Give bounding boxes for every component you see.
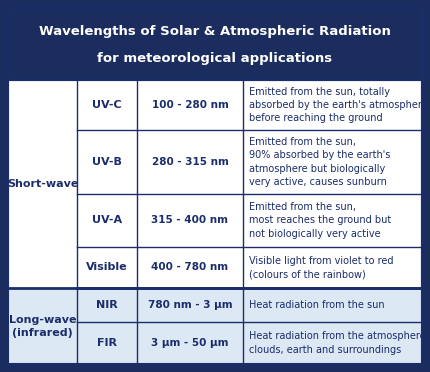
Text: Visible light from violet to red
(colours of the rainbow): Visible light from violet to red (colour… bbox=[249, 256, 393, 279]
Text: Visible: Visible bbox=[86, 263, 128, 272]
Text: Emitted from the sun,
most reaches the ground but
not biologically very active: Emitted from the sun, most reaches the g… bbox=[249, 202, 391, 238]
Text: for meteorological applications: for meteorological applications bbox=[98, 52, 332, 65]
Text: 100 - 280 nm: 100 - 280 nm bbox=[151, 100, 228, 110]
Text: Wavelengths of Solar & Atmospheric Radiation: Wavelengths of Solar & Atmospheric Radia… bbox=[39, 25, 391, 38]
Text: Emitted from the sun, totally
absorbed by the earth's atmosphere
before reaching: Emitted from the sun, totally absorbed b… bbox=[249, 87, 427, 123]
Text: Heat radiation from the sun: Heat radiation from the sun bbox=[249, 300, 384, 310]
Text: Heat radiation from the atmosphere,
clouds, earth and surroundings: Heat radiation from the atmosphere, clou… bbox=[249, 331, 429, 355]
Text: 3 μm - 50 μm: 3 μm - 50 μm bbox=[151, 338, 229, 348]
Text: 780 nm - 3 μm: 780 nm - 3 μm bbox=[147, 300, 232, 310]
Text: Long-wave
(infrared): Long-wave (infrared) bbox=[9, 315, 77, 338]
Bar bbox=[8, 80, 422, 364]
Text: 400 - 780 nm: 400 - 780 nm bbox=[151, 263, 228, 272]
Text: Short-wave: Short-wave bbox=[7, 179, 78, 189]
Text: UV-B: UV-B bbox=[92, 157, 122, 167]
Bar bbox=[8, 8, 422, 80]
Text: 315 - 400 nm: 315 - 400 nm bbox=[151, 215, 228, 225]
Text: 280 - 315 nm: 280 - 315 nm bbox=[151, 157, 228, 167]
Bar bbox=[8, 288, 422, 364]
Text: UV-A: UV-A bbox=[92, 215, 122, 225]
Text: FIR: FIR bbox=[97, 338, 117, 348]
Text: NIR: NIR bbox=[96, 300, 118, 310]
Text: UV-C: UV-C bbox=[92, 100, 122, 110]
Text: Emitted from the sun,
90% absorbed by the earth's
atmosphere but biologically
ve: Emitted from the sun, 90% absorbed by th… bbox=[249, 137, 390, 187]
